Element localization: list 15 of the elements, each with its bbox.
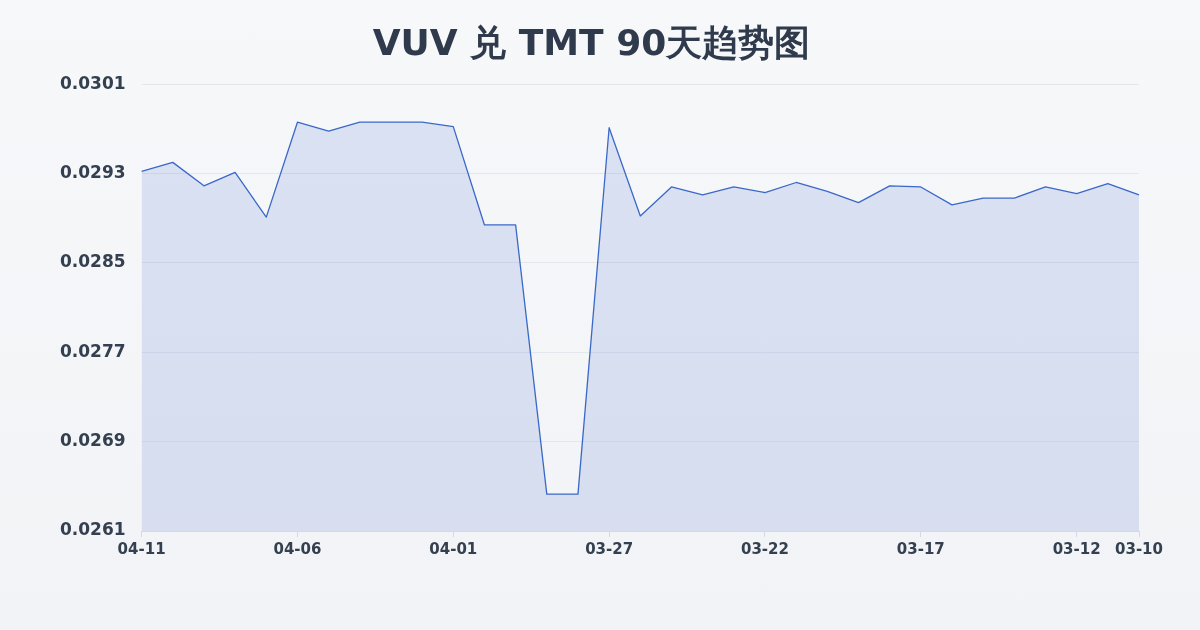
x-tick-label: 04-11 [117,539,166,558]
x-tick-label: 03-17 [896,539,945,558]
x-tick-label: 04-06 [273,539,322,558]
x-tick-label: 03-27 [585,539,634,558]
y-tick-label: 0.0261 [59,519,126,540]
y-tick-label: 0.0269 [59,430,126,451]
x-tick-label: 03-10 [1115,539,1163,558]
chart-title: VUV 兑 TMT 90天趋势图 [372,21,811,63]
y-tick-label: 0.0285 [59,251,126,272]
x-tick-label: 03-12 [1052,539,1101,558]
y-tick-label: 0.0277 [59,340,126,361]
y-tick-label: 0.0301 [59,72,126,93]
x-tick-label: 04-01 [429,539,478,558]
y-tick-label: 0.0293 [59,161,126,182]
x-tick-label: 03-22 [740,539,789,558]
